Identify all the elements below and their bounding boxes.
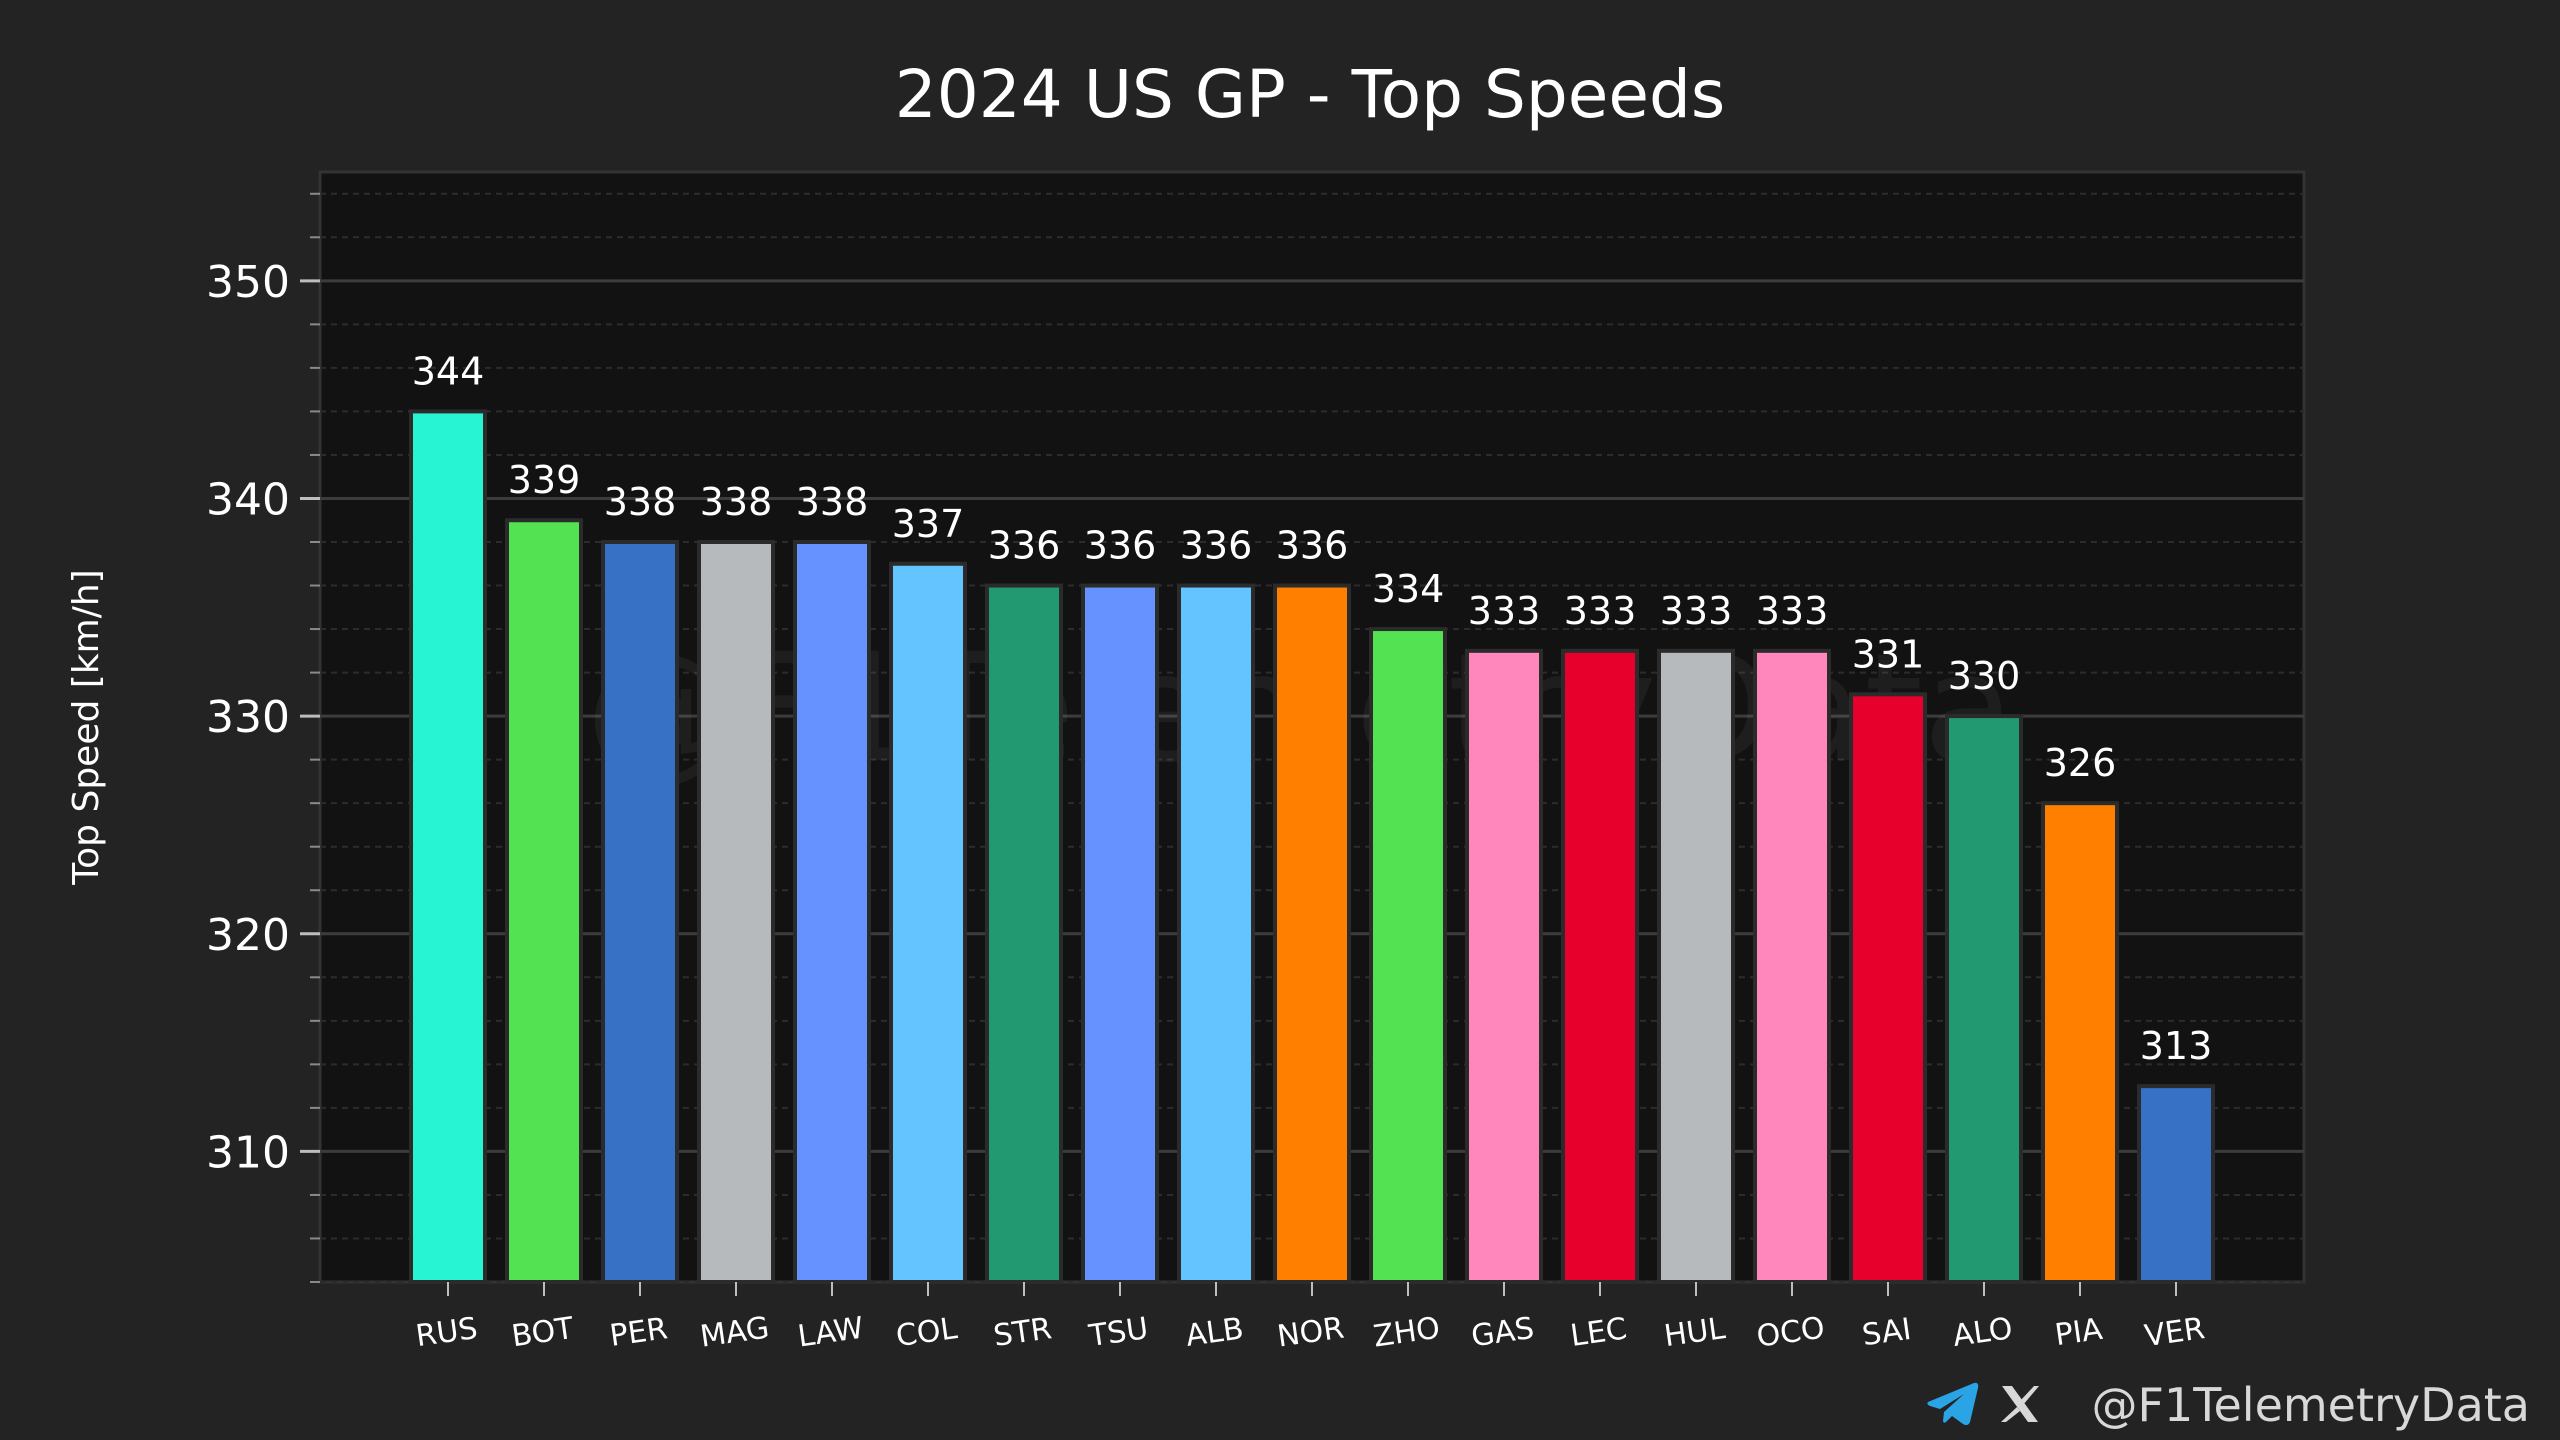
bar-lec xyxy=(1561,648,1639,1284)
bar-pia xyxy=(2041,801,2119,1284)
bar-gas xyxy=(1465,648,1543,1284)
bar-col xyxy=(889,561,967,1284)
bar-zho xyxy=(1369,627,1447,1284)
value-label-alb: 336 xyxy=(1180,524,1253,568)
bar-oco xyxy=(1753,648,1831,1284)
x-tick-label-gas: GAS xyxy=(1469,1311,1536,1354)
x-tick-label-tsu: TSU xyxy=(1086,1311,1151,1354)
x-tick-label-alb: ALB xyxy=(1184,1311,1246,1354)
x-tick-label-bot: BOT xyxy=(510,1311,577,1354)
value-label-law: 338 xyxy=(796,480,869,524)
value-label-alo: 330 xyxy=(1948,654,2021,698)
x-tick-label-str: STR xyxy=(991,1311,1054,1354)
y-tick-label: 320 xyxy=(206,910,290,961)
bar-hul xyxy=(1657,648,1735,1284)
value-label-gas: 333 xyxy=(1468,589,1541,633)
value-label-col: 337 xyxy=(892,502,965,546)
bar-rus xyxy=(409,409,487,1285)
x-tick-label-sai: SAI xyxy=(1860,1312,1913,1353)
x-tick-label-pia: PIA xyxy=(2053,1312,2105,1353)
x-tick-label-ver: VER xyxy=(2142,1311,2207,1354)
telegram-icon xyxy=(1927,1382,1979,1426)
x-icon xyxy=(2001,1386,2039,1422)
x-axis: RUS BOT PER MAG LAW COL STR TSU ALB NOR ZHO GAS LEC H… xyxy=(414,1282,2207,1355)
value-label-bot: 339 xyxy=(508,458,581,502)
value-label-hul: 333 xyxy=(1660,589,1733,633)
value-label-oco: 333 xyxy=(1756,589,1829,633)
x-tick-label-per: PER xyxy=(608,1311,670,1354)
y-tick-label: 350 xyxy=(206,257,290,308)
y-axis-label: Top Speed [km/h] xyxy=(66,569,107,885)
bar-ver xyxy=(2137,1084,2215,1285)
bar-alb xyxy=(1177,583,1255,1284)
bar-per xyxy=(601,540,679,1284)
bar-alo xyxy=(1945,714,2023,1284)
value-label-tsu: 336 xyxy=(1084,524,1157,568)
value-label-str: 336 xyxy=(988,524,1061,568)
y-tick-label: 340 xyxy=(206,474,290,525)
value-label-pia: 326 xyxy=(2044,741,2117,785)
bar-str xyxy=(985,583,1063,1284)
credit-handle: @F1TelemetryData xyxy=(2091,1378,2530,1432)
value-label-per: 338 xyxy=(604,480,677,524)
bar-series xyxy=(409,409,2215,1285)
value-label-zho: 334 xyxy=(1372,567,1445,611)
y-axis: 310 320 330 340 350 xyxy=(206,192,320,1283)
y-tick-label: 310 xyxy=(206,1127,290,1178)
bar-nor xyxy=(1273,583,1351,1284)
bar-sai xyxy=(1849,692,1927,1284)
x-tick-label-lec: LEC xyxy=(1568,1311,1629,1354)
bar-bot xyxy=(505,518,583,1284)
chart-title: 2024 US GP - Top Speeds xyxy=(895,56,1725,133)
plot-area: @F1TelemetryData 34433933833833833733633… xyxy=(318,170,2306,1285)
value-label-mag: 338 xyxy=(700,480,773,524)
value-label-lec: 333 xyxy=(1564,589,1637,633)
x-tick-label-hul: HUL xyxy=(1662,1311,1728,1354)
bar-mag xyxy=(697,540,775,1284)
value-label-rus: 344 xyxy=(412,349,485,393)
value-label-nor: 336 xyxy=(1276,524,1349,568)
bar-law xyxy=(793,540,871,1284)
y-tick-label: 330 xyxy=(206,692,290,743)
value-label-sai: 331 xyxy=(1852,632,1925,676)
x-tick-label-alo: ALO xyxy=(1951,1311,2015,1354)
x-tick-label-col: COL xyxy=(894,1311,960,1354)
value-label-ver: 313 xyxy=(2140,1024,2213,1068)
bar-tsu xyxy=(1081,583,1159,1284)
credit: @F1TelemetryData xyxy=(1927,1378,2530,1432)
x-tick-label-rus: RUS xyxy=(414,1311,480,1354)
value-labels: 344 339 338 338 338 337 336 336 336 336 334 333 333 3… xyxy=(412,349,2213,1068)
